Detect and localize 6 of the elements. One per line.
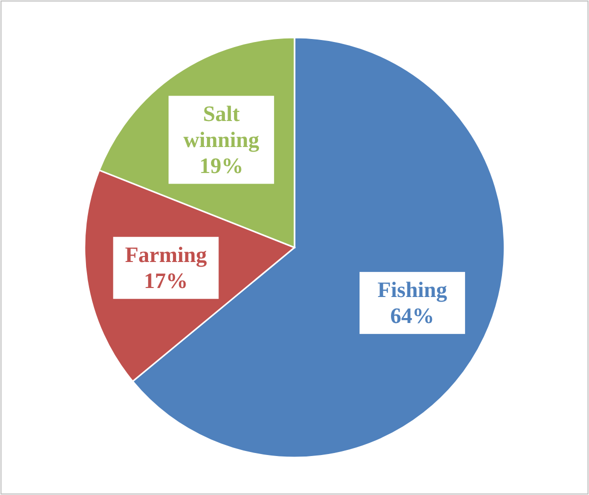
- data-label: 64%: [390, 302, 434, 328]
- data-label: 17%: [144, 268, 188, 293]
- data-label: 19%: [199, 152, 244, 178]
- slice-label: Farming: [124, 242, 207, 267]
- slice-label: Fishing: [377, 276, 448, 302]
- slice-label: Salt winning: [183, 100, 260, 152]
